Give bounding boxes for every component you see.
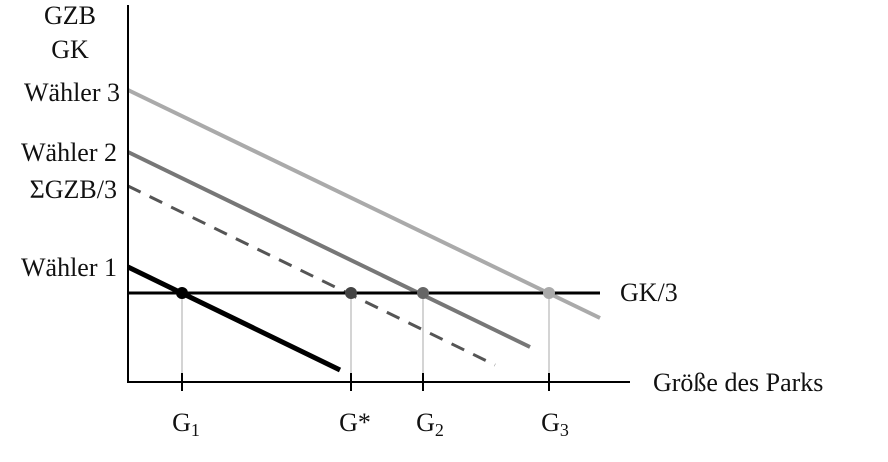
point-label: G1 — [172, 408, 200, 440]
y-label: GK — [51, 35, 89, 64]
curve-label: GK/3 — [620, 278, 678, 307]
x-label: Größe des Parks — [653, 368, 823, 397]
point-label: G* — [339, 408, 371, 437]
point-label: G2 — [416, 408, 444, 440]
curve-label: Wähler 1 — [21, 253, 117, 282]
point — [176, 287, 188, 299]
curve-waehler-1 — [126, 264, 342, 373]
point — [543, 287, 555, 299]
curve-label: Wähler 2 — [21, 138, 117, 167]
curve-label: ΣGZB/3 — [30, 175, 117, 204]
point — [417, 287, 429, 299]
curve-waehler-3 — [127, 88, 601, 320]
point — [345, 287, 357, 299]
y-label: GZB — [44, 1, 96, 30]
curve-waehler-2 — [127, 150, 531, 349]
curve-sum — [127, 184, 496, 367]
curve-label: Wähler 3 — [24, 78, 120, 107]
point-label: G3 — [541, 408, 569, 440]
